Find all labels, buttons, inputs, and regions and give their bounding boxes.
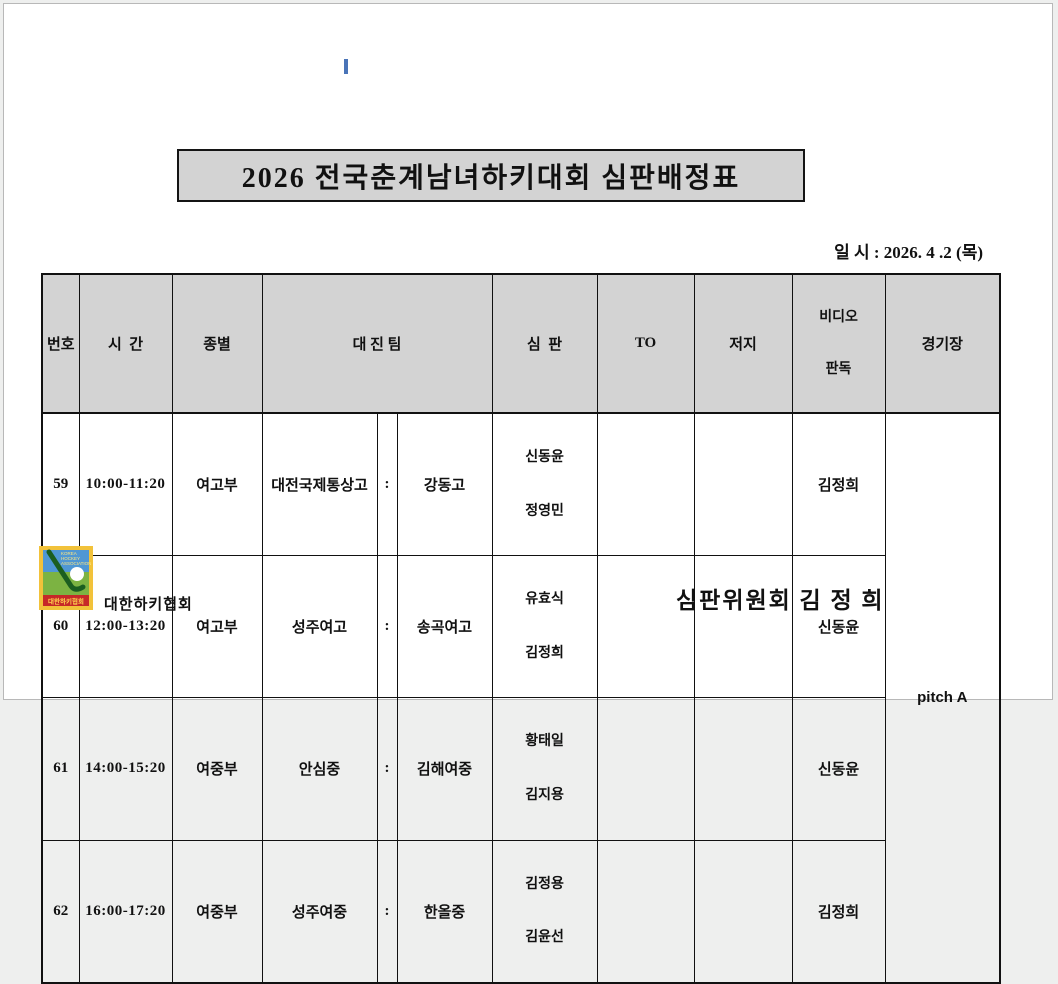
table-row-match-60: 60 12:00-13:20 여고부 성주여고 : 송곡여고 유효식 김정희 신… [41,555,1000,699]
cell-judge[interactable] [693,697,793,841]
logo-text-association: ASSOCIATION [61,561,91,566]
cell-vs-colon[interactable]: : [376,412,398,557]
table-row-match-61: 61 14:00-15:20 여중부 안심중 : 김해여중 황태일 김지용 신동… [41,697,1000,841]
cell-vs-colon[interactable]: : [376,697,398,841]
cell-category[interactable]: 여고부 [171,412,263,557]
table-row-match-62: 62 16:00-17:20 여중부 성주여중 : 한올중 김정용 김윤선 김정… [41,839,1000,984]
logo-text-hockey: HOCKEY [61,556,80,561]
hockey-stick-icon [46,549,86,592]
cell-team-left[interactable]: 성주여고 [261,555,378,699]
header-venue: 경기장 [884,273,1001,414]
cell-time[interactable]: 14:00-15:20 [78,697,173,841]
header-video-line2: 판독 [825,361,852,377]
cell-time[interactable]: 10:00-11:20 [78,412,173,557]
cell-match-number[interactable]: 62 [41,839,80,984]
cell-judge[interactable] [693,839,793,984]
header-judge: 저지 [693,273,793,414]
referee-name-2: 김윤선 [525,930,564,946]
cell-team-left[interactable]: 대전국제통상고 [261,412,378,557]
cell-category[interactable]: 여고부 [171,555,263,699]
header-category: 종별 [171,273,263,414]
referee-name-2: 정영민 [525,503,564,519]
organization-name: 대한하키협회 [104,597,193,613]
header-to: TO [596,273,695,414]
cell-to[interactable] [596,839,695,984]
cell-to[interactable] [596,412,695,557]
cell-team-right[interactable]: 강동고 [396,412,493,557]
logo-text-korea: KOREA [61,551,77,556]
referee-assignment-table: 번호 시 간 종별 대 진 팀 심 판 TO 저지 비디오 판독 경기장 59 … [41,273,1002,984]
date-line: 일 시 : 2026. 4 .2 (목) [834,243,983,262]
document-title: 2026 전국춘계남녀하키대회 심판배정표 [241,162,741,194]
cell-to[interactable] [596,697,695,841]
header-referee: 심 판 [491,273,598,414]
document-title-box: 2026 전국춘계남녀하키대회 심판배정표 [177,149,805,202]
cell-vs-colon[interactable]: : [376,839,398,984]
cell-to[interactable] [596,555,695,699]
cell-referees[interactable]: 황태일 김지용 [491,697,598,841]
header-matchup: 대 진 팀 [261,273,493,414]
cell-video-review[interactable]: 신동윤 [791,697,886,841]
cell-venue[interactable]: pitch A [884,412,1001,984]
cell-team-left[interactable]: 안심중 [261,697,378,841]
logo-band-text: 대한하키협회 [48,597,84,606]
referee-name-1: 신동윤 [525,450,564,465]
cell-referees[interactable]: 김정용 김윤선 [491,839,598,984]
referee-name-2: 김지용 [525,787,564,803]
cell-referees[interactable]: 유효식 김정희 [491,555,598,699]
header-match-number: 번호 [41,273,80,414]
text-cursor [344,59,348,74]
referee-name-1: 황태일 [525,734,564,750]
hockey-association-logo-icon: KOREA HOCKEY ASSOCIATION 대한하키협회 [39,546,93,610]
cell-video-review[interactable]: 신동윤 [791,555,886,699]
hockey-ball-icon [70,567,84,581]
cell-referees[interactable]: 신동윤 정영민 [491,412,598,557]
cell-judge[interactable] [693,555,793,699]
header-video-line1: 비디오 [819,310,858,325]
document-page[interactable]: 2026 전국춘계남녀하키대회 심판배정표 일 시 : 2026. 4 .2 (… [3,3,1053,984]
header-video-review: 비디오 판독 [791,273,886,414]
committee-signature: 심판위원회 김 정 희 [676,588,885,613]
table-header-row: 번호 시 간 종별 대 진 팀 심 판 TO 저지 비디오 판독 경기장 [41,273,1001,414]
cell-team-right[interactable]: 한올중 [396,839,493,984]
cell-match-number[interactable]: 59 [41,412,80,557]
referee-name-1: 유효식 [525,592,564,608]
cell-team-right[interactable]: 김해여중 [396,697,493,841]
cell-vs-colon[interactable]: : [376,555,398,699]
cell-judge[interactable] [693,412,793,557]
cell-time[interactable]: 16:00-17:20 [78,839,173,984]
cell-team-right[interactable]: 송곡여고 [396,555,493,699]
cell-video-review[interactable]: 김정희 [791,412,886,557]
cell-category[interactable]: 여중부 [171,839,263,984]
referee-name-2: 김정희 [525,645,564,661]
cell-time[interactable]: 12:00-13:20 [78,555,173,699]
cell-video-review[interactable]: 김정희 [791,839,886,984]
referee-name-1: 김정용 [525,876,564,892]
cell-team-left[interactable]: 성주여중 [261,839,378,984]
cell-match-number[interactable]: 61 [41,697,80,841]
header-time: 시 간 [78,273,173,414]
cell-category[interactable]: 여중부 [171,697,263,841]
table-row-match-59: 59 10:00-11:20 여고부 대전국제통상고 : 강동고 신동윤 정영민… [41,412,1001,984]
